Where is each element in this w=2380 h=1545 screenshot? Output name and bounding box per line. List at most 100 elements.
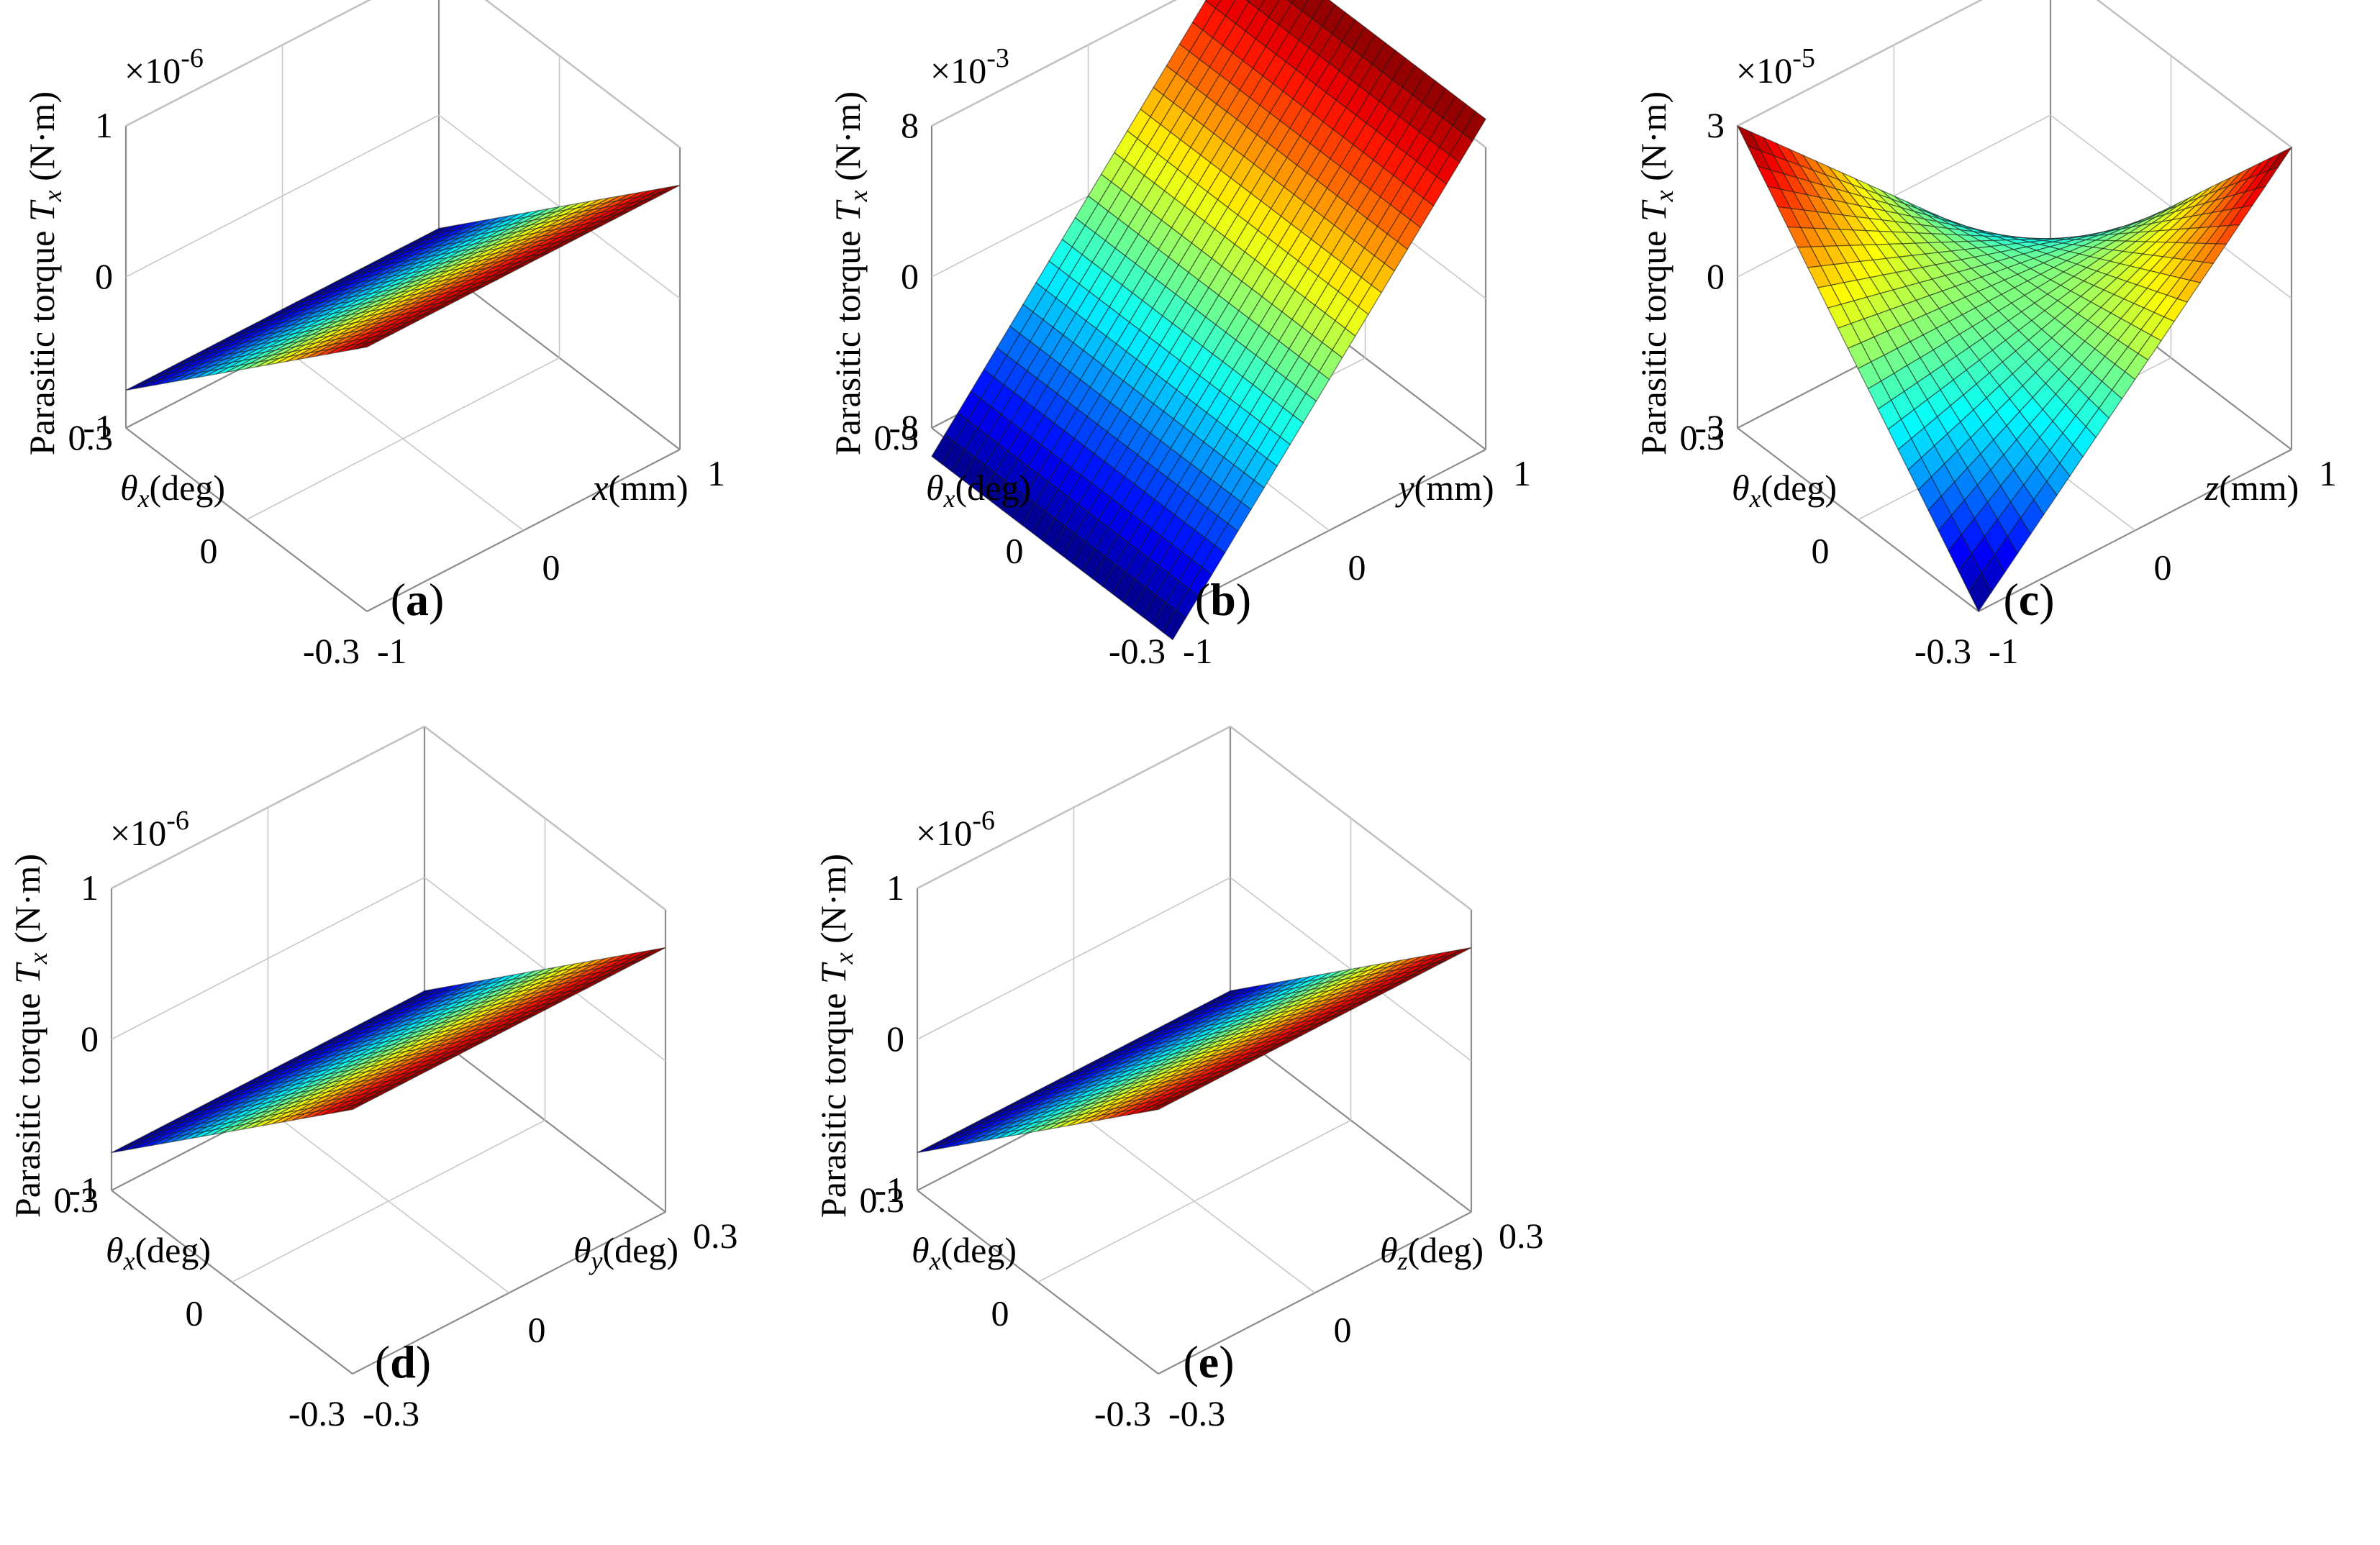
z-axis-label: Parasitic torque Tx (N·m) xyxy=(813,854,858,1218)
wall-grid-z-left xyxy=(111,726,425,889)
wall-grid-z-right xyxy=(424,726,666,911)
floor-grid-v xyxy=(1037,1119,1351,1283)
exponent-label: ×10-6 xyxy=(124,43,204,91)
x-tick-label: 1 xyxy=(2319,453,2337,493)
surface-mesh xyxy=(111,947,666,1154)
exponent-label: ×10-6 xyxy=(110,806,189,853)
surface-patch xyxy=(1968,572,1992,613)
z-tick-label: 0 xyxy=(1707,256,1725,296)
x-tick-label: 0 xyxy=(1334,1310,1352,1350)
exponent-power: -3 xyxy=(986,43,1009,73)
panel-caption: (c) xyxy=(2003,574,2054,625)
z-tick-label: -1 xyxy=(83,407,113,447)
x-tick-label: -0.3 xyxy=(363,1393,419,1434)
x-axis-label: θz(deg) xyxy=(1380,1230,1484,1275)
z-tick-label: 0 xyxy=(901,256,919,296)
x-tick-label: -1 xyxy=(1989,631,2019,671)
x-tick-label: 0.3 xyxy=(1499,1216,1544,1256)
z-tick-label: -1 xyxy=(68,1170,99,1210)
panel-caption: (d) xyxy=(375,1336,431,1387)
thetax-axis-label: θx(deg) xyxy=(926,468,1031,513)
surface-mesh xyxy=(931,0,1486,641)
thetax-tick-label: 0.3 xyxy=(68,417,114,457)
z-tick-label: 0 xyxy=(95,256,113,296)
z-axis-label: Parasitic torque Tx (N·m) xyxy=(22,91,67,455)
x-tick-label: 1 xyxy=(707,453,725,493)
thetax-tick-label: -0.3 xyxy=(1915,631,1971,671)
surface-patch xyxy=(1148,1102,1172,1112)
thetax-tick-label: 0 xyxy=(991,1293,1009,1334)
x-tick-label: 0 xyxy=(2154,547,2172,588)
thetax-tick-label: 0.3 xyxy=(1680,417,1725,457)
z-tick-label: -1 xyxy=(874,1170,904,1210)
z-tick-label: 0 xyxy=(886,1018,904,1059)
surface-mesh xyxy=(1736,124,2293,613)
surface-patch xyxy=(356,339,381,350)
exponent-power: -6 xyxy=(972,806,995,836)
x-tick-label: 1 xyxy=(1513,453,1531,493)
x-tick-label: 0.3 xyxy=(693,1216,738,1256)
wall-grid-z-left xyxy=(1737,0,1983,127)
z-axis-label: Parasitic torque Tx (N·m) xyxy=(1633,91,1679,455)
z-axis-label: Parasitic torque Tx (N·m) xyxy=(827,91,873,455)
z-tick-label: 1 xyxy=(95,105,113,145)
z-tick-label: 8 xyxy=(901,105,919,145)
thetax-tick-label: -0.3 xyxy=(1109,631,1166,671)
z-tick-label: -3 xyxy=(1694,407,1725,447)
thetax-tick-label: -0.3 xyxy=(1094,1393,1151,1434)
z-axis-label: Parasitic torque Tx (N·m) xyxy=(7,854,53,1218)
x-tick-label: -1 xyxy=(1183,631,1213,671)
thetax-tick-label: -0.3 xyxy=(289,1393,345,1434)
z-tick-label: 0 xyxy=(81,1018,99,1059)
z-tick-label: 1 xyxy=(81,867,99,908)
z-tick-label: 3 xyxy=(1707,105,1725,145)
floor-grid-v xyxy=(232,1119,545,1283)
thetax-axis-label: θx(deg) xyxy=(1732,468,1837,513)
thetax-tick-label: 0 xyxy=(1812,531,1830,571)
x-tick-label: -1 xyxy=(377,631,407,671)
panel-caption: (b) xyxy=(1195,574,1251,625)
z-tick-label: -8 xyxy=(889,407,919,447)
surface-patch xyxy=(1162,609,1186,641)
surface-mesh xyxy=(125,184,681,391)
exponent-label: ×10-5 xyxy=(1736,43,1815,91)
z-tick-label: 1 xyxy=(886,867,904,908)
floor-grid-v xyxy=(246,357,560,521)
thetax-tick-label: 0.3 xyxy=(54,1180,99,1220)
x-axis-label: x(mm) xyxy=(591,468,688,508)
panel-2: 3 0 -30.3 0 -0.3 -1 0 1 ×10-5 Parasitic torque Tx… xyxy=(1633,0,2337,671)
thetax-tick-label: 0 xyxy=(186,1293,204,1334)
thetax-axis-label: θx(deg) xyxy=(106,1230,211,1275)
x-tick-label: 0 xyxy=(528,1310,546,1350)
wall-grid-z-left xyxy=(931,0,1177,127)
x-axis-label: y(mm) xyxy=(1394,468,1494,508)
x-axis-label: z(mm) xyxy=(2204,468,2299,508)
thetax-tick-label: 0 xyxy=(200,531,218,571)
thetax-tick-label: -0.3 xyxy=(303,631,360,671)
wall-grid-z-left xyxy=(111,877,425,1040)
wall-grid-z-right xyxy=(2097,0,2292,148)
exponent-label: ×10-6 xyxy=(916,806,995,853)
x-tick-label: -0.3 xyxy=(1168,1393,1225,1434)
x-tick-label: 0 xyxy=(542,547,560,588)
surface-patch xyxy=(342,1102,366,1112)
wall-grid-z-left xyxy=(125,0,371,127)
exponent-power: -6 xyxy=(181,43,204,73)
x-tick-label: 0 xyxy=(1348,547,1366,588)
panel-1: 8 0 -80.3 0 -0.3 -1 0 1 ×10-3 Parasitic torque Tx… xyxy=(827,0,1531,671)
wall-grid-z-left xyxy=(125,114,440,278)
wall-grid-z-left xyxy=(917,877,1231,1040)
thetax-tick-label: 0.3 xyxy=(874,417,919,457)
exponent-power: -6 xyxy=(166,806,189,836)
thetax-tick-label: 0.3 xyxy=(860,1180,905,1220)
thetax-tick-label: 0 xyxy=(1006,531,1024,571)
panel-caption: (a) xyxy=(391,574,445,625)
exponent-power: -5 xyxy=(1792,43,1815,73)
exponent-label: ×10-3 xyxy=(930,43,1009,91)
surface-mesh xyxy=(917,947,1472,1154)
wall-grid-z-right xyxy=(1230,726,1472,911)
